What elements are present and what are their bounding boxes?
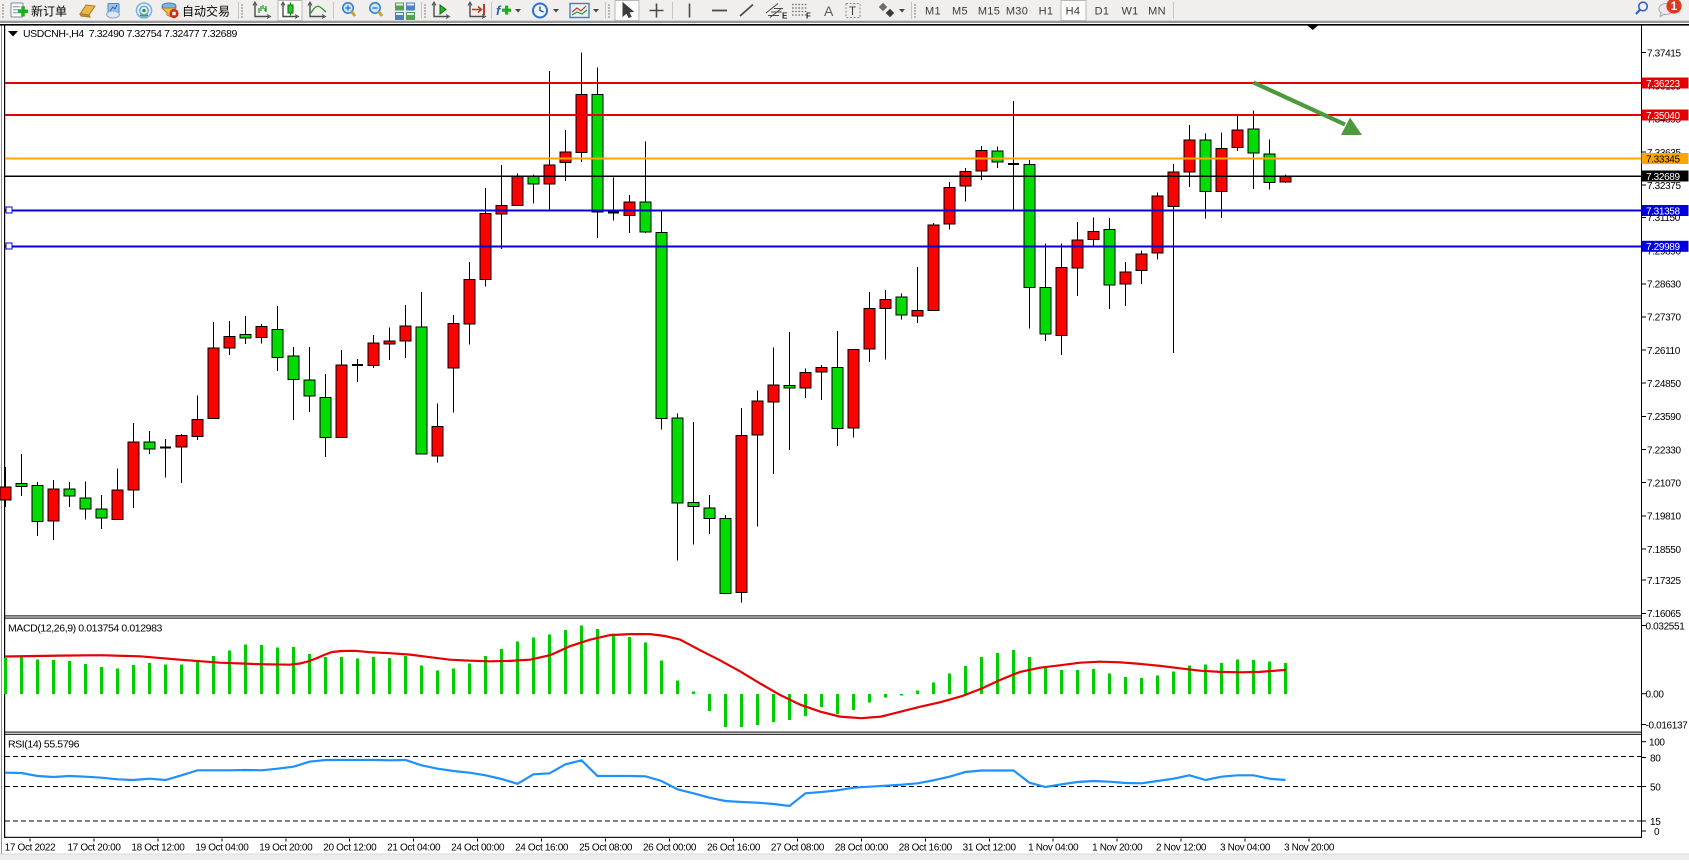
- svg-text:W1: W1: [1121, 6, 1138, 18]
- svg-text:USDCNH-,H4 7.32490 7.32754 7.: USDCNH-,H4 7.32490 7.32754 7.32477 7.326…: [23, 28, 238, 40]
- svg-text:F: F: [806, 12, 811, 21]
- svg-text:H1: H1: [1039, 6, 1054, 18]
- svg-text:19 Oct 04:00: 19 Oct 04:00: [195, 843, 249, 854]
- svg-text:MN: MN: [1148, 6, 1166, 18]
- svg-text:A: A: [824, 3, 834, 19]
- svg-text:24 Oct 16:00: 24 Oct 16:00: [515, 843, 569, 854]
- svg-text:2 Nov 12:00: 2 Nov 12:00: [1156, 843, 1207, 854]
- svg-text:28 Oct 00:00: 28 Oct 00:00: [835, 843, 889, 854]
- svg-text:7.31150: 7.31150: [1647, 213, 1681, 224]
- svg-text:7.32689: 7.32689: [1646, 172, 1680, 183]
- svg-text:24 Oct 00:00: 24 Oct 00:00: [451, 843, 505, 854]
- svg-text:7.22330: 7.22330: [1647, 445, 1681, 456]
- svg-text:f: f: [496, 3, 502, 18]
- svg-text:7.23590: 7.23590: [1647, 412, 1681, 423]
- svg-text:50: 50: [1650, 782, 1661, 793]
- svg-text:0.00: 0.00: [1646, 690, 1665, 701]
- svg-text:0: 0: [1654, 827, 1660, 838]
- svg-text:26 Oct 00:00: 26 Oct 00:00: [643, 843, 697, 854]
- svg-text:7.29989: 7.29989: [1646, 242, 1680, 253]
- svg-text:7.32375: 7.32375: [1647, 181, 1681, 192]
- svg-text:MACD(12,26,9) 0.013754 0.01298: MACD(12,26,9) 0.013754 0.012983: [8, 623, 163, 635]
- svg-text:100: 100: [1649, 738, 1665, 749]
- svg-text:7.33345: 7.33345: [1646, 154, 1680, 165]
- svg-text:7.29890: 7.29890: [1647, 247, 1681, 258]
- svg-text:31 Oct 12:00: 31 Oct 12:00: [963, 843, 1017, 854]
- svg-text:7.31358: 7.31358: [1646, 206, 1680, 217]
- svg-text:D1: D1: [1095, 6, 1110, 18]
- svg-text:7.36223: 7.36223: [1646, 79, 1680, 90]
- svg-text:7.35040: 7.35040: [1646, 111, 1680, 122]
- svg-text:80: 80: [1650, 753, 1661, 764]
- svg-text:25 Oct 08:00: 25 Oct 08:00: [579, 843, 633, 854]
- svg-text:M15: M15: [978, 6, 1000, 18]
- svg-text:7.37415: 7.37415: [1647, 48, 1681, 59]
- svg-text:1 Nov 20:00: 1 Nov 20:00: [1092, 843, 1143, 854]
- svg-text:19 Oct 20:00: 19 Oct 20:00: [259, 843, 313, 854]
- svg-text:M1: M1: [925, 6, 941, 18]
- svg-text:7.24850: 7.24850: [1647, 379, 1681, 390]
- svg-text:新订单: 新订单: [31, 4, 67, 19]
- svg-text:1 Nov 04:00: 1 Nov 04:00: [1028, 843, 1079, 854]
- svg-text:H4: H4: [1066, 6, 1081, 18]
- svg-text:21 Oct 04:00: 21 Oct 04:00: [387, 843, 441, 854]
- svg-text:7.17325: 7.17325: [1647, 576, 1681, 587]
- svg-text:7.26110: 7.26110: [1647, 346, 1681, 357]
- svg-text:7.27370: 7.27370: [1647, 313, 1681, 324]
- svg-text:0.032551: 0.032551: [1646, 621, 1686, 632]
- svg-text:3 Nov 20:00: 3 Nov 20:00: [1284, 843, 1335, 854]
- svg-text:1: 1: [1671, 0, 1678, 13]
- svg-text:28 Oct 16:00: 28 Oct 16:00: [899, 843, 953, 854]
- svg-text:7.28630: 7.28630: [1647, 280, 1681, 291]
- svg-text:-0.016137: -0.016137: [1646, 720, 1689, 731]
- svg-text:自动交易: 自动交易: [182, 4, 230, 19]
- svg-text:E: E: [782, 12, 788, 21]
- svg-text:3 Nov 04:00: 3 Nov 04:00: [1220, 843, 1271, 854]
- svg-text:RSI(14) 55.5796: RSI(14) 55.5796: [8, 739, 80, 751]
- svg-text:26 Oct 16:00: 26 Oct 16:00: [707, 843, 761, 854]
- svg-text:20 Oct 12:00: 20 Oct 12:00: [323, 843, 377, 854]
- svg-text:7.18550: 7.18550: [1647, 545, 1681, 556]
- svg-text:15: 15: [1650, 817, 1661, 828]
- svg-text:M5: M5: [952, 6, 968, 18]
- svg-text:T: T: [849, 6, 856, 18]
- svg-text:7.16065: 7.16065: [1647, 609, 1681, 620]
- svg-text:17 Oct 2022: 17 Oct 2022: [5, 843, 56, 854]
- svg-text:7.19810: 7.19810: [1647, 512, 1681, 523]
- svg-text:18 Oct 12:00: 18 Oct 12:00: [131, 843, 185, 854]
- svg-text:7.21070: 7.21070: [1647, 479, 1681, 490]
- svg-text:27 Oct 08:00: 27 Oct 08:00: [771, 843, 825, 854]
- svg-text:M30: M30: [1006, 6, 1028, 18]
- svg-text:17 Oct 20:00: 17 Oct 20:00: [67, 843, 121, 854]
